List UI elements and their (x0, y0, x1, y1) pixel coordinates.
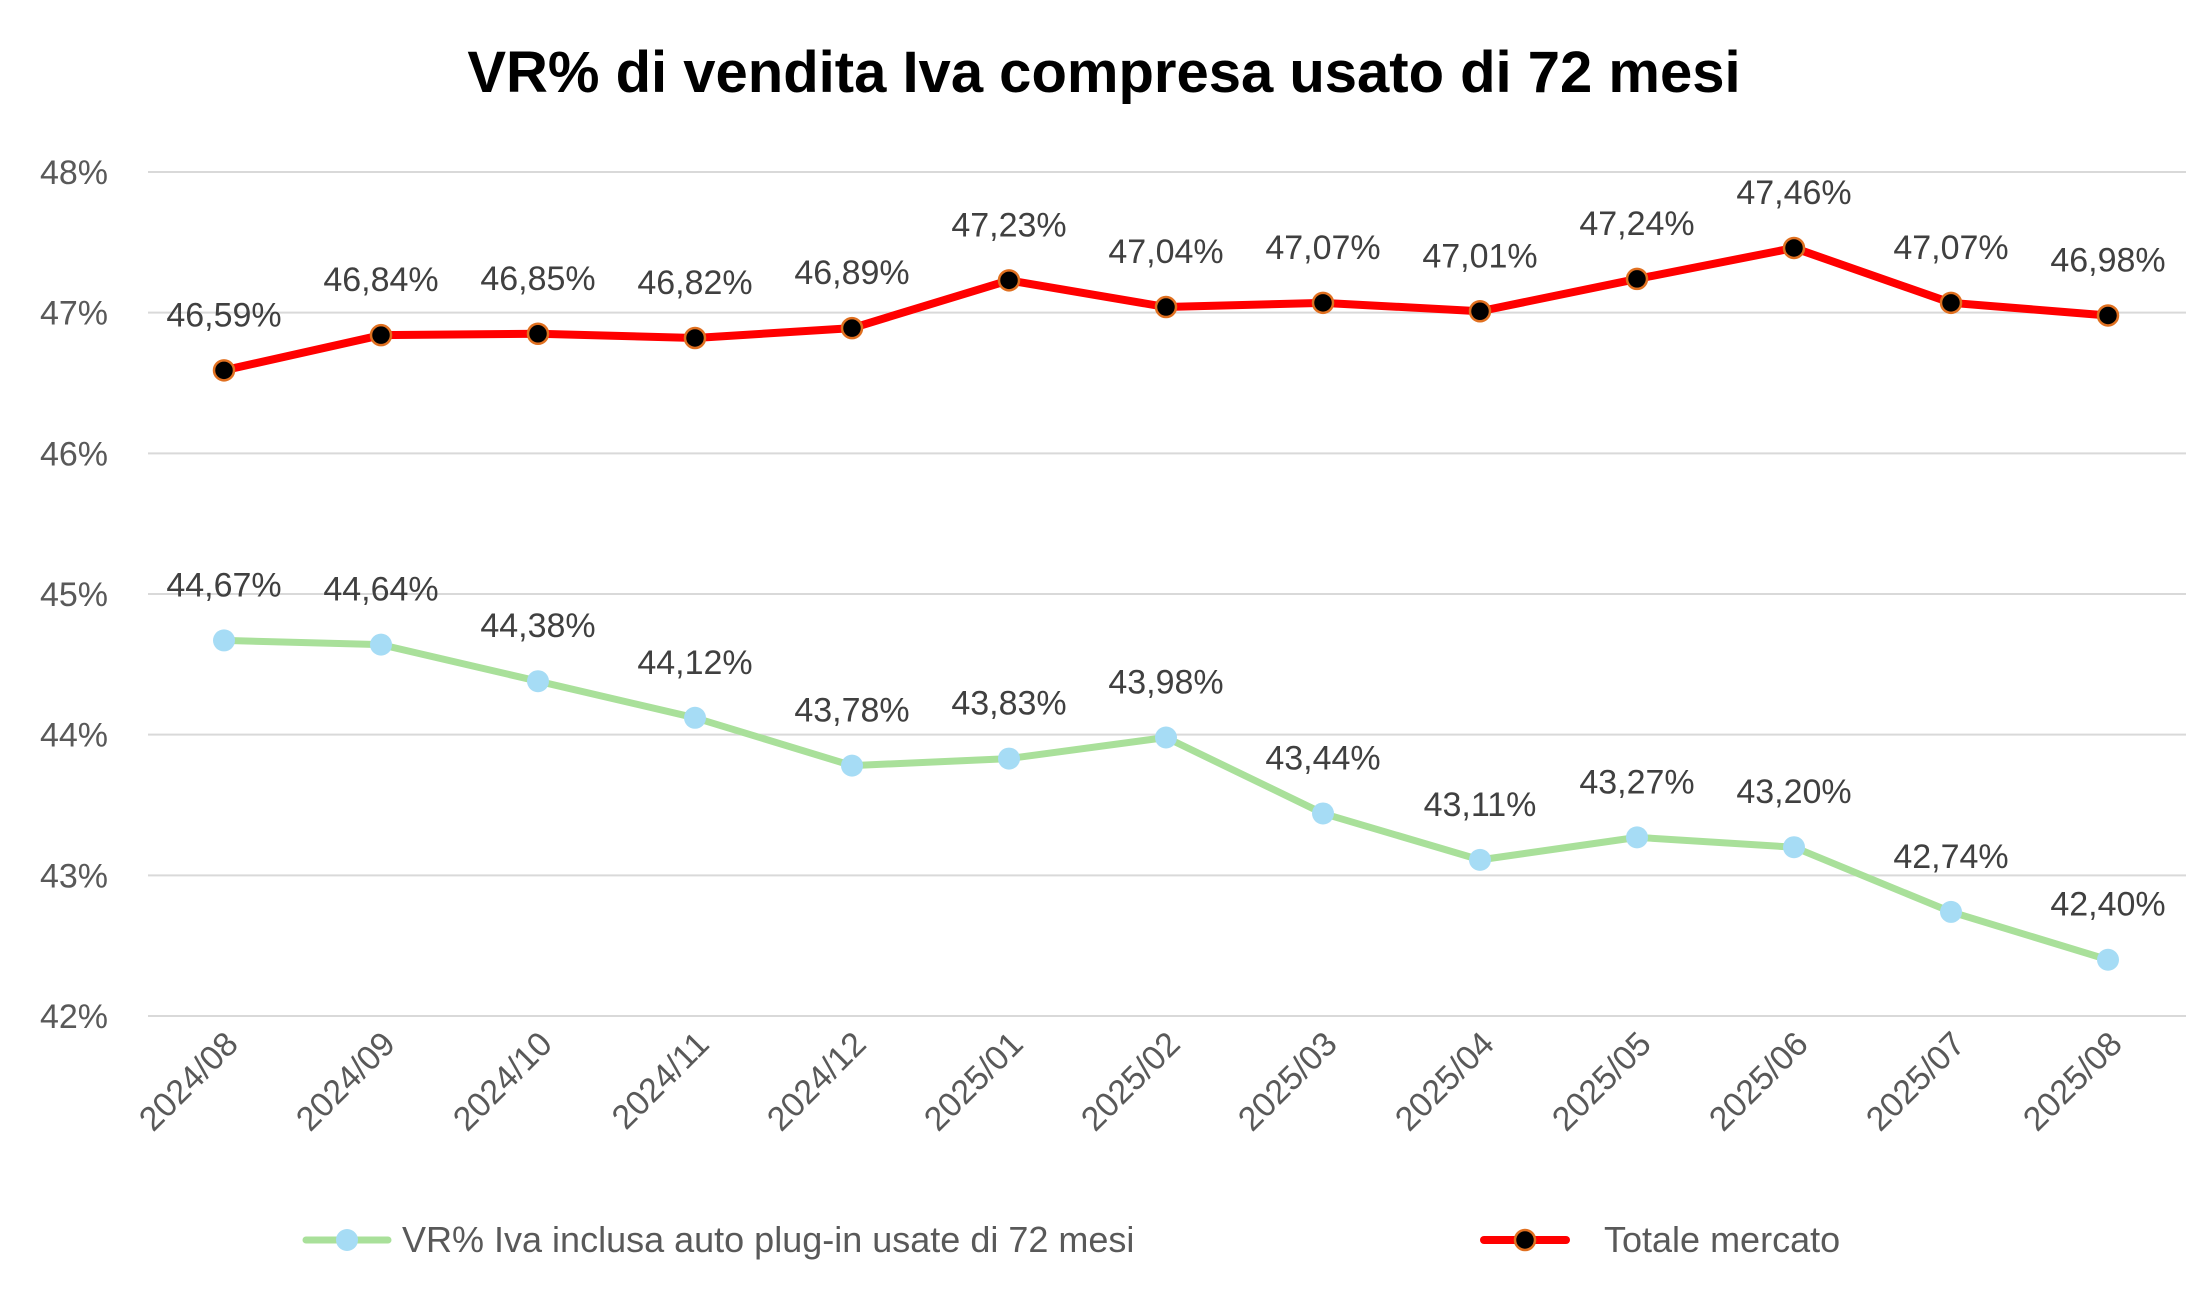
data-label: 46,82% (637, 264, 752, 302)
data-label: 44,12% (637, 644, 752, 682)
y-axis-ticks: 42% 43% 44% 45% 46% 47% 48% (40, 154, 108, 1036)
chart-title: VR% di vendita Iva compresa usato di 72 … (467, 40, 1740, 105)
data-label: 47,01% (1422, 237, 1537, 275)
data-label: 46,85% (480, 260, 595, 298)
series (212, 236, 2120, 971)
y-tick-label: 42% (40, 998, 108, 1036)
data-point (1469, 848, 1491, 871)
data-point (1154, 295, 1178, 319)
data-point (213, 629, 235, 652)
data-point (212, 359, 236, 382)
y-tick-label: 44% (40, 717, 108, 755)
data-label: 47,04% (1108, 233, 1223, 271)
data-point (1625, 267, 1649, 291)
x-tick-label: 2024/10 (446, 1025, 560, 1139)
data-point (998, 747, 1020, 770)
data-point (1939, 291, 1963, 315)
y-tick-label: 46% (40, 435, 108, 473)
x-tick-label: 2025/06 (1702, 1025, 1816, 1139)
data-point (369, 323, 393, 347)
data-label: 44,67% (166, 566, 281, 604)
data-label: 43,98% (1108, 663, 1223, 701)
legend: VR% Iva inclusa auto plug-in usate di 72… (302, 1219, 1840, 1260)
series-plugin (213, 629, 2119, 971)
y-tick-label: 47% (40, 295, 108, 333)
x-tick-label: 2024/09 (289, 1025, 403, 1139)
legend-swatch-marker (336, 1229, 358, 1251)
x-tick-label: 2025/04 (1388, 1025, 1502, 1139)
data-point (841, 754, 863, 777)
data-point (1940, 900, 1962, 923)
data-point (1782, 236, 1806, 260)
data-label: 44,38% (480, 607, 595, 645)
data-label: 46,89% (794, 254, 909, 292)
data-labels: 44,67% 44,64% 44,38% 44,12% 43,78% 43,83% 43,9… (166, 174, 2165, 924)
data-label: 47,07% (1265, 229, 1380, 267)
data-label: 47,07% (1893, 229, 2008, 267)
data-point (1626, 826, 1648, 849)
y-tick-label: 45% (40, 576, 108, 614)
data-point (1468, 300, 1492, 323)
data-label: 43,27% (1579, 763, 1694, 801)
x-tick-label: 2024/11 (605, 1025, 717, 1137)
data-label: 46,59% (166, 296, 281, 334)
data-point (997, 269, 1021, 292)
data-label: 43,78% (794, 692, 909, 730)
data-point (526, 322, 550, 346)
data-point (370, 633, 392, 656)
x-tick-label: 2024/12 (760, 1025, 874, 1139)
data-point (684, 706, 706, 729)
series-totale-mercato (212, 236, 2120, 382)
data-label: 43,11% (1424, 786, 1537, 824)
x-tick-label: 2025/02 (1074, 1025, 1188, 1139)
data-label: 47,23% (951, 206, 1066, 244)
legend-item-plugin: VR% Iva inclusa auto plug-in usate di 72… (302, 1219, 1134, 1260)
x-tick-label: 2025/01 (917, 1025, 1031, 1139)
data-label: 43,20% (1736, 773, 1851, 811)
data-point (527, 670, 549, 693)
data-point (2096, 304, 2120, 327)
data-label: 42,40% (2050, 886, 2165, 924)
data-label: 47,46% (1736, 174, 1851, 212)
y-tick-label: 48% (40, 154, 108, 192)
x-tick-label: 2025/07 (1859, 1025, 1973, 1139)
data-label: 47,24% (1579, 205, 1694, 243)
data-point (1155, 726, 1177, 749)
data-label: 43,83% (951, 685, 1066, 723)
data-point (840, 316, 864, 340)
data-label: 43,44% (1265, 739, 1380, 777)
data-label: 44,64% (323, 571, 438, 609)
legend-swatch-marker (1513, 1228, 1537, 1252)
data-point (1783, 836, 1805, 859)
data-label: 42,74% (1893, 838, 2008, 876)
data-point (2097, 948, 2119, 971)
x-tick-label: 2025/05 (1545, 1025, 1659, 1139)
data-label: 46,84% (323, 261, 438, 299)
legend-label: Totale mercato (1604, 1219, 1840, 1260)
data-point (1311, 291, 1335, 315)
legend-item-totale-mercato: Totale mercato (1480, 1219, 1840, 1260)
x-tick-label: 2024/08 (132, 1025, 246, 1139)
data-point (683, 326, 707, 350)
x-tick-label: 2025/03 (1231, 1025, 1345, 1139)
y-tick-label: 43% (40, 857, 108, 895)
data-point (1312, 802, 1334, 825)
x-tick-label: 2025/08 (2016, 1025, 2130, 1139)
data-label: 46,98% (2050, 241, 2165, 279)
x-axis-ticks: 2024/08 2024/09 2024/10 2024/11 2024/12 2025/… (132, 1025, 2130, 1139)
legend-label: VR% Iva inclusa auto plug-in usate di 72… (402, 1219, 1134, 1260)
